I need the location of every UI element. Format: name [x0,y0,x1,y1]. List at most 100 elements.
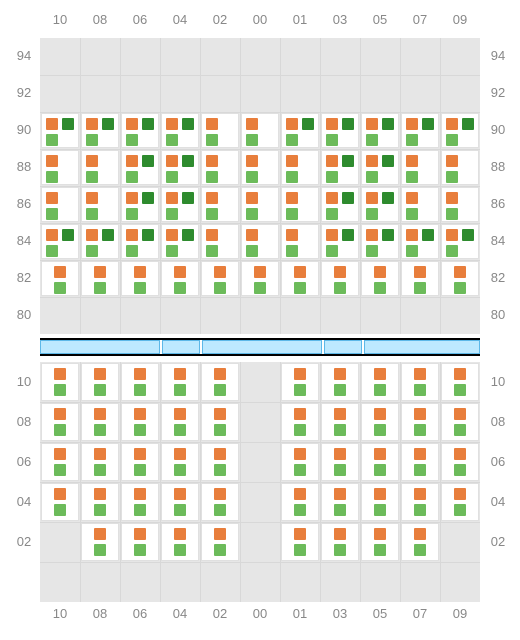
rack-cell[interactable] [201,187,239,222]
rack-cell[interactable] [281,224,319,259]
rack-cell[interactable] [41,483,79,521]
divider-segment[interactable] [202,340,322,354]
rack-cell[interactable] [201,363,239,401]
rack-cell[interactable] [161,261,199,296]
rack-cell[interactable] [41,224,79,259]
rack-cell[interactable] [321,363,359,401]
rack-cell[interactable] [281,443,319,481]
rack-cell[interactable] [81,483,119,521]
rack-cell[interactable] [321,483,359,521]
divider-segment[interactable] [40,340,160,354]
rack-cell[interactable] [281,483,319,521]
rack-cell[interactable] [361,403,399,441]
rack-cell[interactable] [441,113,479,148]
rack-cell[interactable] [161,113,199,148]
rack-cell[interactable] [441,261,479,296]
rack-cell[interactable] [281,523,319,561]
rack-cell[interactable] [161,150,199,185]
rack-cell[interactable] [401,443,439,481]
rack-cell[interactable] [161,224,199,259]
rack-cell[interactable] [81,523,119,561]
rack-cell[interactable] [241,150,279,185]
rack-cell[interactable] [321,187,359,222]
rack-cell[interactable] [121,363,159,401]
rack-cell[interactable] [401,523,439,561]
rack-cell[interactable] [81,403,119,441]
rack-cell[interactable] [281,187,319,222]
rack-cell[interactable] [321,261,359,296]
rack-cell[interactable] [361,363,399,401]
rack-cell[interactable] [201,261,239,296]
rack-cell[interactable] [81,261,119,296]
divider-segment[interactable] [324,340,362,354]
rack-cell[interactable] [281,261,319,296]
rack-cell[interactable] [361,224,399,259]
rack-cell[interactable] [401,483,439,521]
rack-cell[interactable] [401,224,439,259]
rack-cell[interactable] [441,187,479,222]
rack-cell[interactable] [441,150,479,185]
rack-cell[interactable] [361,150,399,185]
rack-cell[interactable] [321,403,359,441]
rack-cell[interactable] [41,113,79,148]
rack-cell[interactable] [361,113,399,148]
rack-cell[interactable] [201,113,239,148]
rack-cell[interactable] [321,150,359,185]
rack-cell[interactable] [41,443,79,481]
rack-cell[interactable] [321,443,359,481]
rack-cell[interactable] [281,403,319,441]
rack-cell[interactable] [201,150,239,185]
rack-cell[interactable] [161,403,199,441]
rack-cell[interactable] [401,187,439,222]
rack-cell[interactable] [401,363,439,401]
rack-cell[interactable] [41,261,79,296]
rack-cell[interactable] [161,523,199,561]
rack-cell[interactable] [121,483,159,521]
rack-cell[interactable] [161,363,199,401]
rack-cell[interactable] [361,523,399,561]
rack-cell[interactable] [361,261,399,296]
rack-cell[interactable] [41,403,79,441]
rack-cell[interactable] [281,113,319,148]
rack-cell[interactable] [121,261,159,296]
rack-cell[interactable] [281,150,319,185]
rack-cell[interactable] [321,113,359,148]
rack-cell[interactable] [121,403,159,441]
rack-cell[interactable] [401,403,439,441]
rack-cell[interactable] [41,363,79,401]
rack-cell[interactable] [361,443,399,481]
rack-cell[interactable] [81,224,119,259]
rack-cell[interactable] [201,224,239,259]
divider-segment[interactable] [364,340,480,354]
rack-cell[interactable] [401,150,439,185]
rack-cell[interactable] [81,443,119,481]
rack-cell[interactable] [241,224,279,259]
rack-cell[interactable] [201,403,239,441]
rack-cell[interactable] [201,523,239,561]
rack-cell[interactable] [361,187,399,222]
rack-cell[interactable] [441,363,479,401]
rack-cell[interactable] [201,483,239,521]
rack-cell[interactable] [361,483,399,521]
rack-cell[interactable] [241,113,279,148]
rack-cell[interactable] [441,403,479,441]
rack-cell[interactable] [81,187,119,222]
divider-segment[interactable] [162,340,200,354]
rack-cell[interactable] [241,261,279,296]
rack-cell[interactable] [121,523,159,561]
rack-cell[interactable] [121,224,159,259]
rack-cell[interactable] [81,150,119,185]
rack-cell[interactable] [121,443,159,481]
rack-cell[interactable] [41,187,79,222]
rack-cell[interactable] [241,187,279,222]
rack-cell[interactable] [441,483,479,521]
rack-cell[interactable] [121,113,159,148]
rack-cell[interactable] [161,187,199,222]
rack-cell[interactable] [441,224,479,259]
rack-cell[interactable] [81,363,119,401]
rack-cell[interactable] [121,187,159,222]
rack-cell[interactable] [401,261,439,296]
rack-cell[interactable] [121,150,159,185]
rack-cell[interactable] [161,443,199,481]
rack-cell[interactable] [161,483,199,521]
